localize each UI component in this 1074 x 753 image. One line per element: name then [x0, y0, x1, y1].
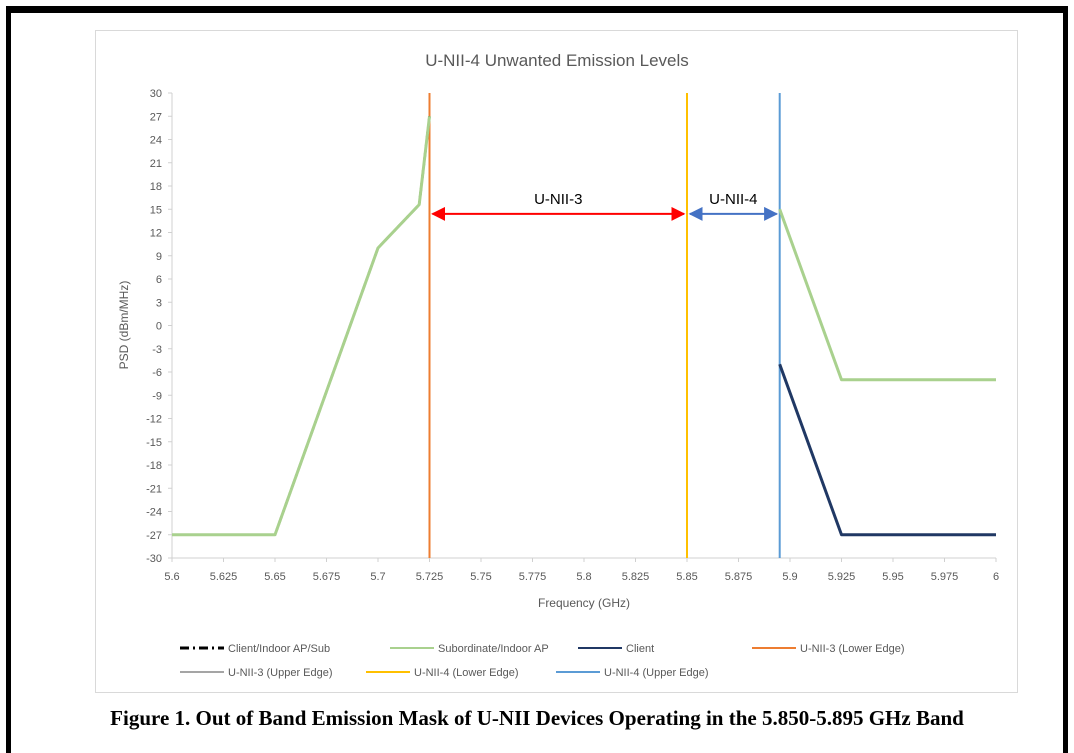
x-tick-label: 5.675 [313, 571, 341, 583]
x-tick-label: 5.8 [576, 571, 591, 583]
y-tick-label: -18 [146, 460, 162, 472]
x-tick-label: 5.95 [882, 571, 903, 583]
x-tick-label: 5.9 [782, 571, 797, 583]
x-tick-label: 6 [993, 571, 999, 583]
x-tick-label: 5.65 [264, 571, 285, 583]
band-label-0: U-NII-3 [534, 191, 582, 208]
chart-area [95, 30, 1018, 693]
series-line-0 [172, 116, 431, 537]
x-tick-label: 5.775 [519, 571, 547, 583]
y-tick-label: 0 [156, 321, 162, 333]
y-tick-label: -6 [152, 367, 162, 379]
x-tick-label: 5.75 [470, 571, 491, 583]
legend-label-0: Client/Indoor AP/Sub [228, 643, 330, 655]
y-tick-label: 18 [150, 181, 162, 193]
x-tick-label: 5.925 [828, 571, 856, 583]
y-tick-label: 9 [156, 251, 162, 263]
y-tick-label: -21 [146, 483, 162, 495]
y-tick-label: 3 [156, 297, 162, 309]
legend-label-3: U-NII-3 (Lower Edge) [800, 643, 905, 655]
legend-label-6: U-NII-4 (Upper Edge) [604, 667, 709, 679]
y-tick-label: 6 [156, 274, 162, 286]
y-axis-label: PSD (dBm/MHz) [117, 281, 131, 370]
legend-label-4: U-NII-3 (Upper Edge) [228, 667, 333, 679]
x-axis-label: Frequency (GHz) [538, 596, 630, 610]
y-tick-label: 15 [150, 204, 162, 216]
y-tick-label: 12 [150, 228, 162, 240]
series-line-1 [172, 116, 431, 537]
legend-label-1: Subordinate/Indoor AP [438, 643, 549, 655]
x-tick-label: 5.825 [622, 571, 650, 583]
legend-label-2: Client [626, 643, 654, 655]
series-line-2 [778, 208, 996, 382]
legend-label-5: U-NII-4 (Lower Edge) [414, 667, 519, 679]
y-tick-label: -27 [146, 530, 162, 542]
x-tick-label: 5.725 [416, 571, 444, 583]
y-tick-label: 24 [150, 135, 162, 147]
x-tick-label: 5.85 [676, 571, 697, 583]
x-tick-label: 5.875 [725, 571, 753, 583]
y-tick-label: 21 [150, 158, 162, 170]
y-tick-label: 27 [150, 111, 162, 123]
x-tick-label: 5.6 [164, 571, 179, 583]
x-tick-label: 5.975 [931, 571, 959, 583]
y-tick-label: -30 [146, 553, 162, 565]
chart-title: U-NII-4 Unwanted Emission Levels [425, 51, 689, 70]
y-tick-label: -15 [146, 437, 162, 449]
y-tick-label: -24 [146, 507, 162, 519]
x-tick-label: 5.625 [210, 571, 238, 583]
emission-chart: U-NII-4 Unwanted Emission Levels Frequen… [117, 51, 999, 679]
y-tick-label: -3 [152, 344, 162, 356]
y-tick-label: -12 [146, 414, 162, 426]
x-tick-label: 5.7 [370, 571, 385, 583]
y-tick-label: -9 [152, 390, 162, 402]
y-tick-label: 30 [150, 88, 162, 100]
figure-caption: Figure 1. Out of Band Emission Mask of U… [110, 706, 964, 730]
band-label-1: U-NII-4 [709, 191, 757, 208]
series-line-3 [778, 363, 996, 537]
